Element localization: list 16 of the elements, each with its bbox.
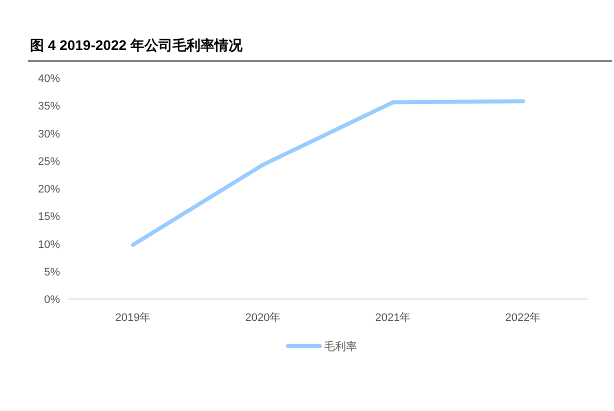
y-tick-label: 25%: [38, 156, 60, 168]
y-tick-label: 35%: [38, 100, 60, 113]
y-tick-label: 0%: [44, 294, 60, 306]
chart-title: 图 4 2019-2022 年公司毛利率情况: [30, 37, 244, 53]
legend-label: 毛利率: [324, 340, 357, 353]
x-tick-label: 2021年: [375, 312, 411, 324]
y-tick-label: 10%: [38, 238, 60, 251]
line-series: [131, 99, 525, 247]
y-tick-label: 40%: [38, 73, 60, 85]
y-tick-label: 15%: [38, 211, 60, 224]
y-tick-label: 20%: [38, 184, 60, 196]
y-tick-label: 5%: [44, 266, 60, 278]
x-tick-label: 2022年: [505, 312, 541, 324]
x-tick-label: 2020年: [245, 312, 281, 324]
x-tick-label: 2019年: [115, 312, 151, 324]
y-tick-label: 30%: [38, 128, 60, 140]
